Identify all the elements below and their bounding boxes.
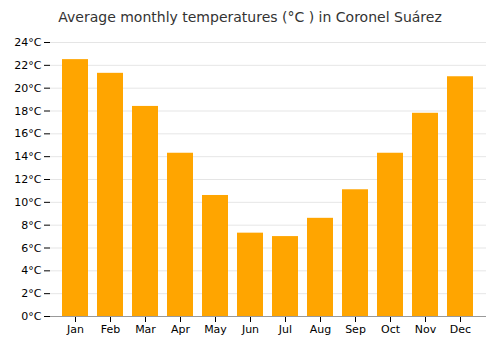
svg-text:12°C: 12°C [14, 173, 41, 186]
svg-text:24°C: 24°C [14, 36, 41, 49]
svg-text:Jul: Jul [278, 323, 292, 336]
svg-text:Aug: Aug [310, 323, 331, 336]
svg-text:Mar: Mar [135, 323, 156, 336]
svg-text:0°C: 0°C [21, 310, 41, 323]
svg-text:16°C: 16°C [14, 127, 41, 140]
svg-text:4°C: 4°C [21, 264, 41, 277]
html-text:Average monthly temperatures (: Average monthly temperatures (°C ) in Co… [58, 9, 442, 25]
svg-text:14°C: 14°C [14, 150, 41, 163]
svg-text:Jan: Jan [66, 323, 84, 336]
svg-text:20°C: 20°C [14, 82, 41, 95]
svg-text:Sep: Sep [345, 323, 366, 336]
svg-text:18°C: 18°C [14, 105, 41, 118]
svg-text:10°C: 10°C [14, 196, 41, 209]
svg-text:22°C: 22°C [14, 59, 41, 72]
svg-text:Oct: Oct [381, 323, 401, 336]
svg-text:2°C: 2°C [21, 287, 41, 300]
svg-text:Feb: Feb [101, 323, 120, 336]
svg-text:Apr: Apr [171, 323, 191, 336]
svg-text:6°C: 6°C [21, 242, 41, 255]
svg-text:Nov: Nov [415, 323, 437, 336]
svg-text:May: May [204, 323, 227, 336]
svg-text:8°C: 8°C [21, 219, 41, 232]
svg-text:Dec: Dec [450, 323, 471, 336]
svg-text:Jun: Jun [241, 323, 259, 336]
